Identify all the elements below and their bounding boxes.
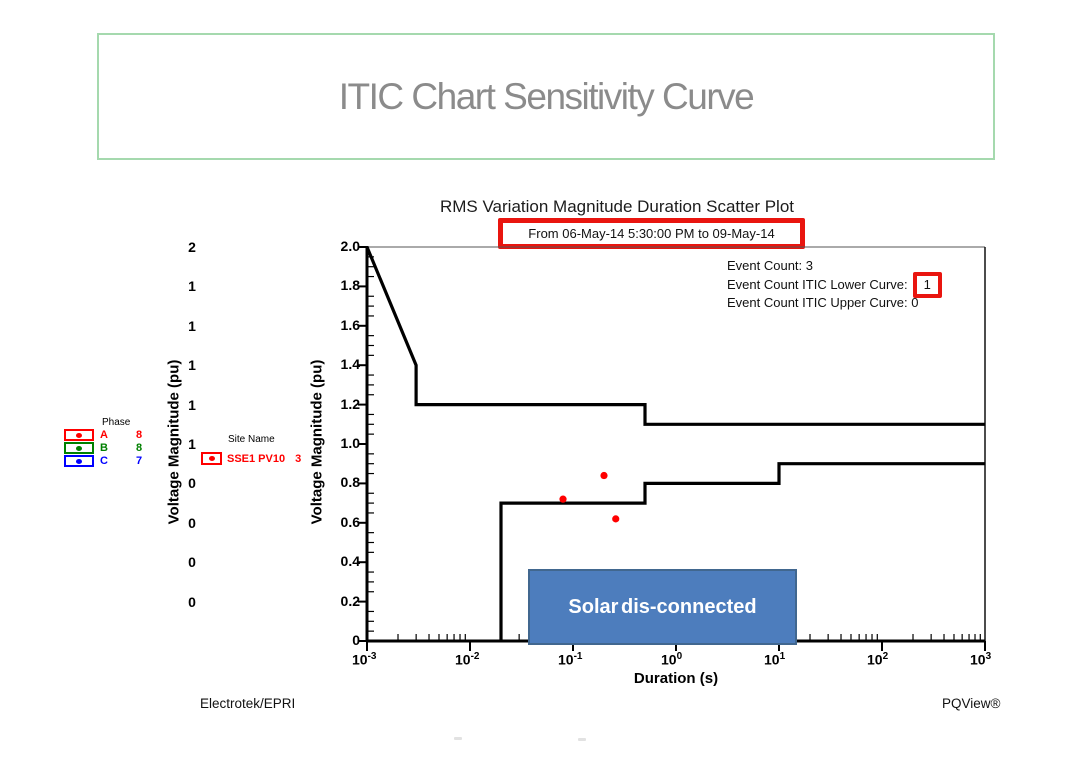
phase-b-marker-icon: [64, 442, 94, 454]
slide-title: ITIC Chart Sensitivity Curve: [338, 75, 755, 117]
site-marker-icon: [201, 452, 222, 465]
site-legend-row: SSE1 PV10 3: [201, 452, 301, 465]
y-tick-label: 2.0: [340, 238, 360, 254]
ghost-y-tick-label: 0: [188, 515, 196, 531]
y-tick-label: 1.8: [340, 277, 360, 293]
ghost-y-tick-label: 1: [188, 318, 196, 334]
pqview-credit: PQView®: [942, 696, 1001, 711]
y-tick-label: 0.2: [340, 593, 360, 609]
x-tick-label: 10-1: [558, 651, 583, 668]
phase-b-count: 8: [136, 442, 143, 454]
x-tick-label: 10-3: [352, 651, 377, 668]
phase-legend-title: Phase: [102, 417, 131, 428]
chart-title: RMS Variation Magnitude Duration Scatter…: [439, 197, 795, 216]
phase-legend-row-b: B 8: [64, 442, 142, 454]
y-tick-label: 1.0: [340, 435, 360, 451]
electrotek-credit: Electrotek/EPRI: [200, 696, 296, 711]
y-tick-label: 0.8: [340, 474, 360, 490]
slide-title-box: ITIC Chart Sensitivity Curve: [97, 33, 995, 160]
ghost-y-tick-label: 2: [188, 239, 196, 255]
solar-disconnected-callout: Solar dis-connected: [528, 569, 797, 645]
phase-c-count: 7: [136, 455, 143, 467]
event-count-panel: Event Count: 3 Event Count ITIC Lower Cu…: [727, 257, 942, 313]
site-legend-title: Site Name: [228, 434, 275, 445]
y-tick-label: 1.4: [340, 356, 360, 372]
smudge-mark: [454, 737, 462, 740]
x-tick-label: 101: [764, 651, 786, 668]
x-tick-label: 10-2: [455, 651, 480, 668]
event-count-upper-curve: Event Count ITIC Upper Curve: 0: [727, 295, 919, 310]
ghost-y-tick-label: 0: [188, 554, 196, 570]
site-count: 3: [295, 452, 302, 465]
phase-a-marker-icon: [64, 429, 94, 441]
y-tick-label: 1.2: [340, 396, 360, 412]
phase-b-label: B: [100, 442, 108, 454]
ghost-y-tick-label: 0: [188, 594, 196, 610]
phase-a-label: A: [100, 429, 108, 441]
ghost-y-tick-label: 0: [188, 475, 196, 491]
x-tick-label: 103: [970, 651, 992, 668]
lower-curve-count-highlight-box: 1: [912, 271, 942, 298]
ghost-y-tick-label: 1: [188, 278, 196, 294]
x-tick-label: 102: [867, 651, 889, 668]
date-range-label: From 06-May-14 5:30:00 PM to 09-May-14: [528, 226, 775, 241]
site-legend: Site Name SSE1 PV10 3: [201, 434, 301, 465]
y-tick-label: 0.4: [340, 553, 360, 569]
phase-c-marker-icon: [64, 455, 94, 467]
site-name-label: SSE1 PV10: [227, 452, 286, 465]
x-axis-label: Duration (s): [633, 670, 719, 687]
y-tick-label: 1.6: [340, 317, 360, 333]
x-tick-label: 100: [661, 651, 683, 668]
ghost-y-tick-label: 1: [188, 436, 196, 452]
phase-a-count: 8: [136, 429, 143, 441]
smudge-mark: [578, 738, 586, 741]
phase-legend-row-c: C 7: [64, 455, 142, 467]
y-tick-label: 0.6: [340, 514, 360, 530]
event-count-lower-curve: Event Count ITIC Lower Curve: 1: [727, 271, 942, 298]
phase-legend: Phase A 8 B 8 C 7: [64, 417, 142, 467]
ghost-y-tick-label: 1: [188, 357, 196, 373]
ghost-y-tick-label: 1: [188, 397, 196, 413]
phase-c-label: C: [100, 455, 108, 467]
event-count-total: Event Count: 3: [727, 258, 813, 273]
callout-text: Solar dis-connected: [568, 595, 757, 618]
y-tick-label: 0: [352, 632, 360, 648]
phase-legend-row-a: A 8: [64, 429, 142, 441]
